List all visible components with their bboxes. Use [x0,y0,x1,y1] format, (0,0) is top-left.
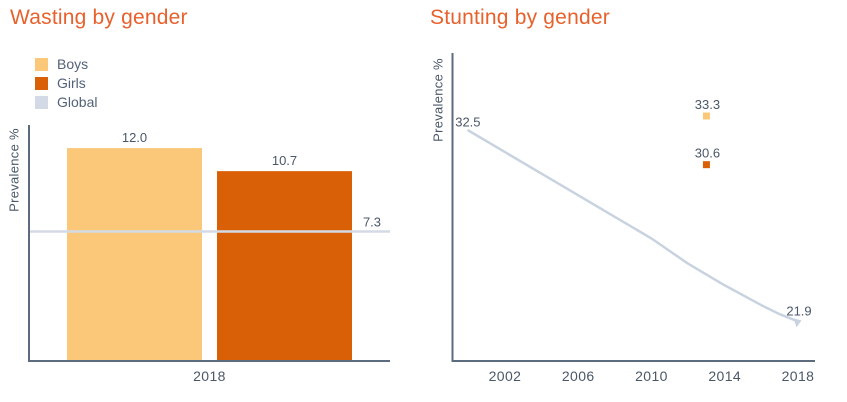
legend-label-girls: Girls [57,75,86,91]
bar-boys[interactable] [67,148,202,361]
bar-value-label-boys: 12.0 [122,130,147,145]
global-end-value-label: 21.9 [786,303,811,318]
marker-girls[interactable] [702,161,710,169]
bar-value-label-girls: 10.7 [272,153,297,168]
girls-swatch-icon [35,77,48,90]
reference-label-backing [353,214,392,229]
global-swatch-icon [35,96,48,109]
legend-label-global: Global [57,94,98,110]
wasting-chart-panel: Wasting by gender Boys Girls Global Prev… [0,0,420,402]
x-tick-label-2002: 2002 [489,368,522,384]
legend-item-girls[interactable]: Girls [35,75,97,91]
global-trend-line[interactable] [467,129,800,323]
global-start-value-label: 32.5 [455,114,480,129]
marker-value-label-girls: 30.6 [695,146,720,161]
marker-value-label-boys: 33.3 [695,97,720,112]
x-tick-label-2018: 2018 [193,368,226,384]
marker-boys[interactable] [702,112,710,120]
wasting-bar-chart: 12.0 10.7 7.3 2018 [28,125,392,384]
stunting-chart-panel: Stunting by gender Prevalence % 32.5 21.9… [420,0,847,402]
global-reference-value-label: 7.3 [363,214,381,229]
trend-line-end-marker [793,318,802,328]
x-tick-label-2006: 2006 [562,368,595,384]
x-tick-label-2014: 2014 [708,368,741,384]
bar-girls[interactable] [217,171,352,361]
wasting-legend: Boys Girls Global [35,56,98,110]
x-tick-label-2010: 2010 [635,368,668,384]
boys-swatch-icon [35,58,48,71]
wasting-chart-title: Wasting by gender [10,6,188,29]
stunting-chart-title: Stunting by gender [430,6,610,29]
stunting-line-chart: 32.5 21.9 33.3 30.6 2002 2006 2010 2014 2018 [451,53,815,384]
legend-item-global[interactable]: Global [35,94,98,110]
x-tick-label-2018: 2018 [782,368,815,384]
legend-label-boys: Boys [57,56,89,72]
legend-item-boys[interactable]: Boys [35,56,97,72]
